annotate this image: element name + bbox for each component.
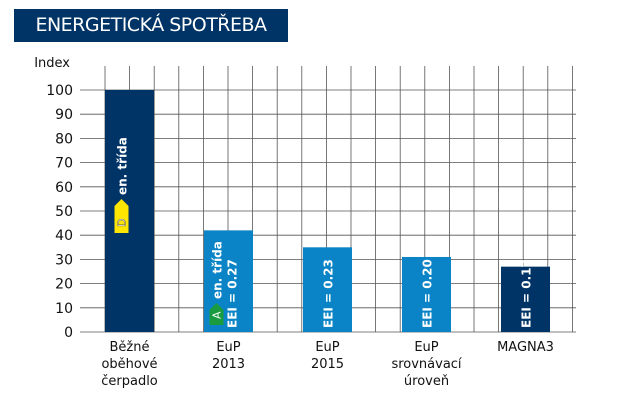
eei-label: EEI = 0.27 bbox=[226, 259, 240, 328]
y-tick-label: 40 bbox=[55, 228, 73, 244]
x-tick-label: EuP bbox=[216, 340, 240, 355]
eei-label: EEI = 0.17 bbox=[520, 259, 534, 328]
x-tick-label: EuP bbox=[414, 340, 438, 355]
y-tick-label: 50 bbox=[55, 204, 73, 220]
x-tick-label: 2013 bbox=[212, 357, 245, 372]
bar bbox=[105, 90, 154, 332]
energy-class-label: en. třída bbox=[116, 137, 130, 195]
bar bbox=[303, 247, 352, 332]
bar bbox=[402, 256, 451, 332]
y-tick-label: 10 bbox=[55, 301, 73, 317]
chart-title: ENERGETICKÁ SPOTŘEBA bbox=[14, 9, 288, 42]
x-tick-label: srovnávací bbox=[391, 357, 461, 372]
y-tick-label: 90 bbox=[55, 107, 73, 123]
y-axis-label: Index bbox=[34, 56, 70, 71]
y-tick-label: 80 bbox=[55, 131, 73, 147]
bar bbox=[501, 266, 550, 332]
x-tick-label: oběhové bbox=[101, 357, 157, 372]
y-tick-label: 30 bbox=[55, 252, 73, 268]
y-tick-label: 100 bbox=[46, 83, 73, 99]
energy-class-arrow-icon bbox=[209, 303, 224, 325]
energy-class-label: en. třída bbox=[211, 241, 225, 299]
y-tick-label: 70 bbox=[55, 156, 73, 172]
x-tick-label: MAGNA3 bbox=[497, 340, 554, 355]
eei-label: EEI = 0.23 bbox=[322, 259, 336, 328]
y-tick-label: 20 bbox=[55, 277, 73, 293]
y-tick-label: 60 bbox=[55, 180, 73, 196]
x-tick-label: 2015 bbox=[311, 357, 344, 372]
x-tick-label: EuP bbox=[315, 340, 339, 355]
energy-class-arrow-icon bbox=[114, 199, 129, 233]
energy-class-letter: A bbox=[211, 311, 224, 319]
y-tick-label: 0 bbox=[64, 325, 73, 341]
x-tick-label: čerpadlo bbox=[101, 374, 158, 389]
energy-class-letter: D bbox=[116, 219, 129, 227]
x-tick-label: Běžné bbox=[110, 340, 150, 355]
x-tick-label: úroveň bbox=[404, 374, 449, 389]
eei-label: EEI = 0.20 bbox=[421, 259, 435, 328]
